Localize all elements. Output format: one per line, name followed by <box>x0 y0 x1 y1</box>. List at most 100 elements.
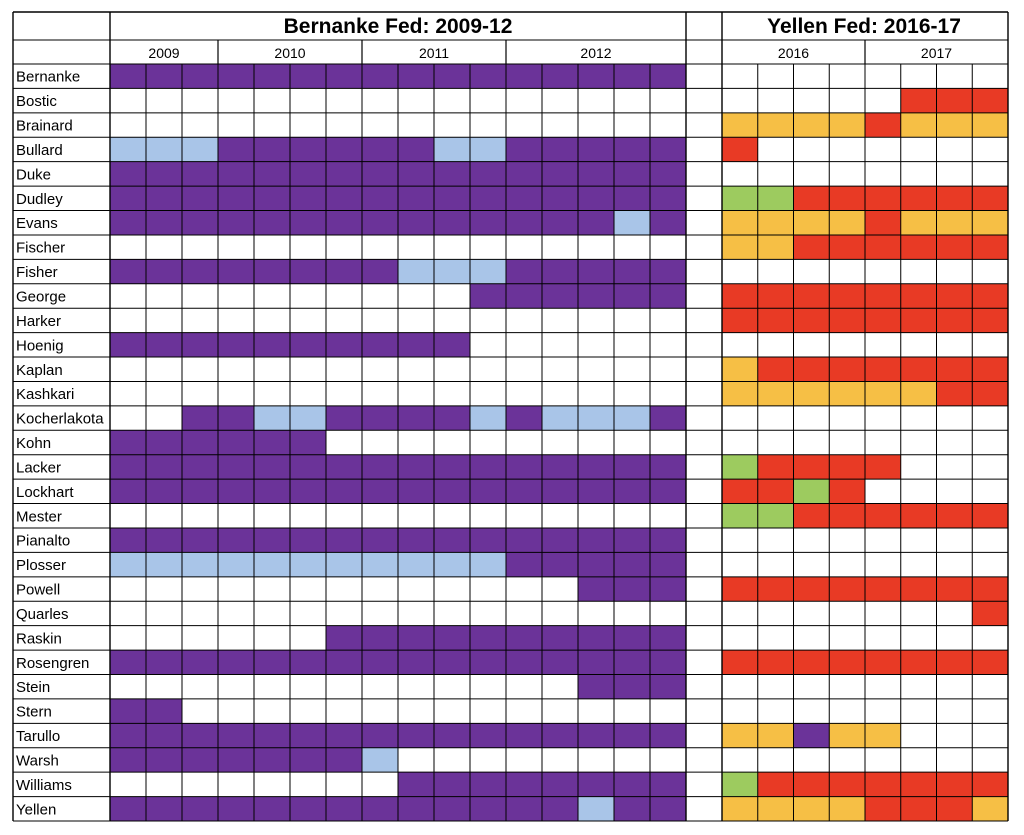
cell-purple <box>182 527 219 553</box>
cell-empty <box>972 259 1009 285</box>
cell-empty <box>722 527 759 553</box>
cell-purple <box>182 723 219 749</box>
cell-purple <box>110 698 147 724</box>
cell-empty <box>362 430 399 456</box>
cell-red <box>793 454 830 480</box>
cell-orange <box>829 723 866 749</box>
cell-purple <box>146 64 183 89</box>
spacer-cell <box>686 601 722 626</box>
cell-empty <box>722 430 759 456</box>
cell-purple <box>470 527 507 553</box>
cell-purple <box>326 137 363 162</box>
cell-empty <box>900 527 937 553</box>
cell-empty <box>936 332 973 358</box>
cell-lightblue <box>434 137 471 162</box>
cell-empty <box>146 234 183 260</box>
cell-orange <box>722 796 759 822</box>
cell-purple <box>326 796 363 822</box>
cell-purple <box>182 454 219 480</box>
cell-empty <box>146 625 183 651</box>
cell-purple <box>614 552 651 578</box>
cell-empty <box>614 357 651 382</box>
cell-empty <box>218 88 255 114</box>
cell-empty <box>182 503 219 529</box>
row-label: Evans <box>16 215 58 232</box>
cell-empty <box>326 357 363 382</box>
cell-green <box>757 503 794 529</box>
cell-empty <box>470 112 507 138</box>
cell-empty <box>865 625 902 651</box>
cell-empty <box>506 381 543 407</box>
row-label: Lockhart <box>16 484 74 501</box>
cell-empty <box>110 112 147 138</box>
cell-empty <box>900 161 937 187</box>
cell-empty <box>829 88 866 114</box>
row-label: Powell <box>16 582 60 599</box>
cell-purple <box>434 723 471 749</box>
cell-empty <box>110 308 147 333</box>
cell-empty <box>793 161 830 187</box>
cell-empty <box>722 405 759 431</box>
cell-empty <box>793 698 830 724</box>
cell-empty <box>865 161 902 187</box>
cell-empty <box>972 747 1009 773</box>
cell-empty <box>146 674 183 700</box>
cell-empty <box>900 405 937 431</box>
cell-empty <box>362 381 399 407</box>
cell-empty <box>254 381 291 407</box>
cell-purple <box>650 650 687 675</box>
cell-empty <box>578 112 615 138</box>
cell-empty <box>182 283 219 309</box>
row-label: Yellen <box>16 801 56 818</box>
cell-purple <box>434 527 471 553</box>
cell-empty <box>972 430 1009 456</box>
cell-empty <box>506 674 543 700</box>
cell-purple <box>578 552 615 578</box>
cell-orange <box>722 234 759 260</box>
cell-empty <box>146 112 183 138</box>
row-label: Dudley <box>16 191 63 208</box>
cell-empty <box>218 381 255 407</box>
cell-lightblue <box>218 552 255 578</box>
cell-purple <box>614 161 651 187</box>
cell-red <box>865 308 902 333</box>
cell-empty <box>972 405 1009 431</box>
year-label: 2011 <box>419 45 449 61</box>
cell-lightblue <box>290 552 327 578</box>
cell-empty <box>470 357 507 382</box>
cell-empty <box>972 137 1009 162</box>
cell-empty <box>254 283 291 309</box>
spacer-cell <box>686 64 722 89</box>
cell-purple <box>290 430 327 456</box>
cell-empty <box>398 601 435 626</box>
cell-red <box>936 88 973 114</box>
cell-red <box>972 576 1009 602</box>
cell-purple <box>542 137 579 162</box>
cell-red <box>900 796 937 822</box>
cell-lightblue <box>182 137 219 162</box>
cell-empty <box>542 88 579 114</box>
cell-purple <box>614 772 651 797</box>
cell-orange <box>900 381 937 407</box>
cell-empty <box>326 88 363 114</box>
cell-empty <box>542 112 579 138</box>
cell-empty <box>326 112 363 138</box>
cell-red <box>829 772 866 797</box>
cell-red <box>936 283 973 309</box>
cell-lightblue <box>362 747 399 773</box>
cell-empty <box>182 308 219 333</box>
cell-empty <box>254 88 291 114</box>
cell-green <box>793 479 830 504</box>
cell-empty <box>972 674 1009 700</box>
cell-empty <box>506 308 543 333</box>
cell-empty <box>614 430 651 456</box>
cell-empty <box>936 405 973 431</box>
cell-empty <box>434 698 471 724</box>
cell-empty <box>398 503 435 529</box>
cell-red <box>865 454 902 480</box>
cell-empty <box>470 430 507 456</box>
spacer-cell <box>686 381 722 406</box>
cell-purple <box>254 430 291 456</box>
cell-red <box>865 576 902 602</box>
cell-empty <box>254 772 291 797</box>
